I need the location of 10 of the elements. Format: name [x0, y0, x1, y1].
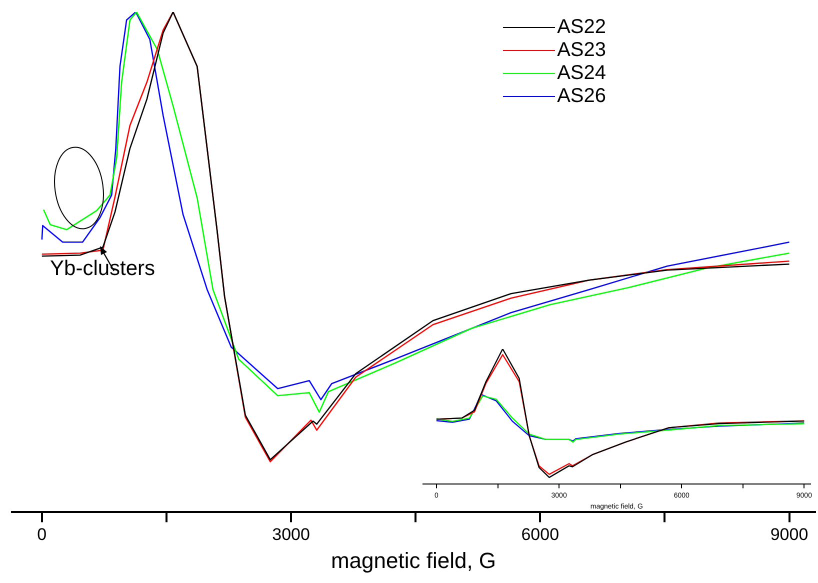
- legend-label: AS24: [557, 62, 606, 85]
- legend-label: AS26: [557, 85, 606, 108]
- x-axis-title: magnetic field, G: [330, 548, 496, 573]
- x-tick-label: 6000: [521, 525, 560, 544]
- legend-label: AS22: [557, 16, 606, 39]
- x-tick-label: 9000: [770, 525, 808, 544]
- annotation: Yb-clusters: [50, 257, 156, 282]
- legend-label: AS23: [557, 39, 606, 62]
- x-tick-label: 0: [37, 525, 47, 544]
- x-tick-label: 3000: [272, 525, 310, 544]
